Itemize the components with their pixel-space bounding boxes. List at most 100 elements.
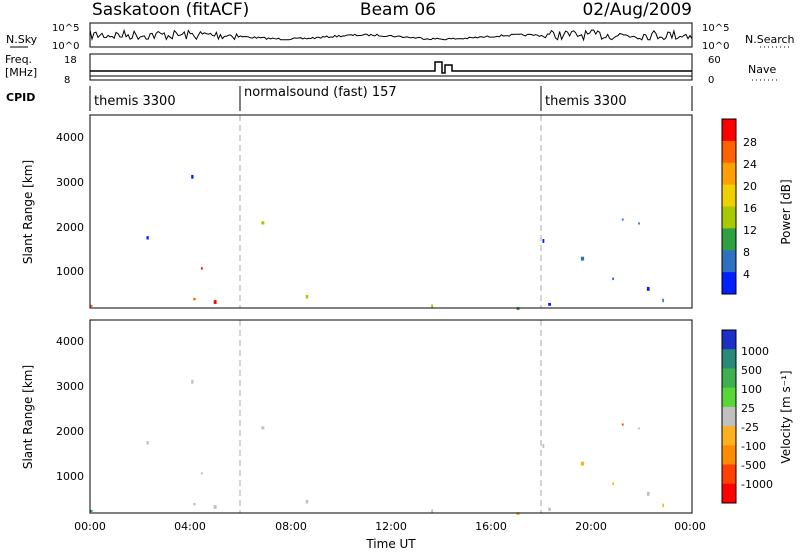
- velocity-colorbar-swatch: [722, 445, 736, 466]
- cpid-mode-2: normalsound (fast) 157: [244, 85, 397, 100]
- velocity-colorbar-swatch: [722, 387, 736, 408]
- x-axis: 00:00 04:00 08:00 12:00 16:00 20:00 00:0…: [74, 520, 706, 551]
- vel-cbar-tick-1: 500: [741, 364, 762, 377]
- vel-cbar-tick-5: -100: [741, 440, 766, 453]
- freq-label-bottom: [MHz]: [5, 66, 37, 79]
- nave-tick-top: 60: [708, 55, 721, 66]
- cpid-mode-3: themis 3300: [545, 94, 627, 109]
- velocity-cell: [191, 379, 194, 384]
- power-cell: [662, 298, 664, 303]
- vel-cbar-tick-2: 100: [741, 383, 762, 396]
- noise-left-label: N.Sky: [6, 33, 38, 46]
- noise-line: [89, 28, 693, 42]
- noise-left-tick-top: 10^5: [52, 23, 79, 34]
- power-ytick-2000: 2000: [56, 221, 84, 234]
- cpid-mode-1: themis 3300: [94, 94, 176, 109]
- velocity-cell: [548, 507, 551, 511]
- velocity-colorbar-swatches: [722, 330, 736, 504]
- xtick-16: 16:00: [475, 520, 507, 533]
- power-cbar-tick-1: 24: [743, 158, 757, 171]
- velocity-cell: [621, 423, 624, 426]
- power-ytick-4000: 4000: [56, 131, 84, 144]
- power-cell: [90, 304, 93, 307]
- velocity-cell: [213, 505, 217, 509]
- power-ytick-1000: 1000: [56, 265, 84, 278]
- station-title: Saskatoon (fitACF): [92, 0, 249, 20]
- power-cell: [646, 286, 650, 291]
- power-panel: Slant Range [km] 4000 3000 2000 1000: [21, 114, 693, 310]
- power-cell: [146, 236, 149, 240]
- power-cell: [516, 307, 520, 310]
- power-colorbar-swatch: [722, 206, 736, 229]
- power-colorbar-swatch: [722, 140, 736, 164]
- velocity-cell: [90, 509, 93, 512]
- freq-trace: [90, 61, 692, 77]
- power-colorbar-swatch: [722, 119, 736, 142]
- power-cell: [200, 267, 203, 270]
- xtick-08: 08:00: [275, 520, 307, 533]
- power-cell: [638, 222, 640, 225]
- velocity-colorbar-swatch: [722, 483, 736, 504]
- power-colorbar-swatch: [722, 228, 736, 251]
- noise-right-tick-top: 10^5: [702, 23, 729, 34]
- noise-right-tick-bottom: 10^0: [702, 41, 729, 52]
- power-cell: [542, 239, 545, 243]
- vel-cbar-tick-0: 1000: [741, 345, 769, 358]
- power-cell: [612, 277, 614, 281]
- velocity-heatmap: [90, 379, 664, 515]
- velocity-colorbar-swatch: [722, 464, 736, 485]
- nave-tick-bottom: 0: [708, 75, 714, 86]
- xtick-12: 12:00: [375, 520, 407, 533]
- power-ytick-3000: 3000: [56, 176, 84, 189]
- velocity-cell: [305, 499, 309, 504]
- cpid-panel: CPID themis 3300 normalsound (fast) 157 …: [6, 85, 693, 111]
- velocity-ytick-3000: 3000: [56, 380, 84, 393]
- power-cell: [580, 256, 585, 261]
- power-cell: [213, 300, 217, 304]
- velocity-colorbar-swatch: [722, 426, 736, 446]
- velocity-cell: [146, 441, 149, 445]
- power-cbar-tick-3: 16: [743, 202, 757, 215]
- power-cell: [621, 218, 624, 221]
- power-colorbar-swatch: [722, 162, 736, 186]
- noise-panel: N.Sky 10^5 10^0 10^5 10^0 N.Search: [6, 22, 795, 52]
- xtick-20: 20:00: [575, 520, 607, 533]
- noise-left-tick-bottom: 10^0: [52, 41, 79, 52]
- power-cbar-label: Power [dB]: [779, 179, 793, 244]
- power-ylabel: Slant Range [km]: [21, 160, 35, 264]
- vel-cbar-tick-4: -25: [741, 421, 759, 434]
- power-cell: [431, 304, 434, 308]
- velocity-cell: [516, 512, 520, 515]
- power-cbar-tick-0: 28: [743, 136, 757, 149]
- velocity-ytick-1000: 1000: [56, 470, 84, 483]
- velocity-cell: [193, 502, 196, 506]
- velocity-ytick-4000: 4000: [56, 335, 84, 348]
- velocity-colorbar-swatch: [722, 406, 736, 427]
- freq-panel: Freq. [MHz] 18 8 60 0 Nave: [5, 53, 780, 86]
- date-title: 02/Aug/2009: [582, 0, 692, 20]
- power-colorbar-swatch: [722, 250, 736, 273]
- power-cbar-tick-6: 4: [743, 268, 750, 281]
- nave-label: Nave: [748, 63, 776, 76]
- beam-title: Beam 06: [360, 0, 436, 20]
- velocity-ytick-2000: 2000: [56, 425, 84, 438]
- xtick-04: 04:00: [174, 520, 206, 533]
- velocity-cell: [612, 482, 614, 486]
- velocity-colorbar-swatch: [722, 368, 736, 389]
- velocity-cell: [200, 472, 203, 475]
- power-cell: [261, 221, 265, 225]
- freq-tick-top: 18: [64, 55, 77, 66]
- power-colorbar-swatch: [722, 184, 736, 207]
- power-cell: [305, 294, 309, 299]
- cpid-label: CPID: [6, 91, 35, 104]
- freq-tick-bottom: 8: [64, 75, 70, 86]
- velocity-cell: [261, 426, 265, 430]
- velocity-ylabel: Slant Range [km]: [21, 365, 35, 469]
- power-cell: [548, 302, 551, 306]
- velocity-colorbar: 1000 500 100 25 -25 -100 -500 -1000 Velo…: [721, 329, 793, 504]
- xtick-00: 00:00: [74, 520, 106, 533]
- power-colorbar-swatch: [722, 272, 736, 295]
- velocity-colorbar-swatch: [722, 349, 736, 369]
- power-heatmap: [90, 174, 664, 310]
